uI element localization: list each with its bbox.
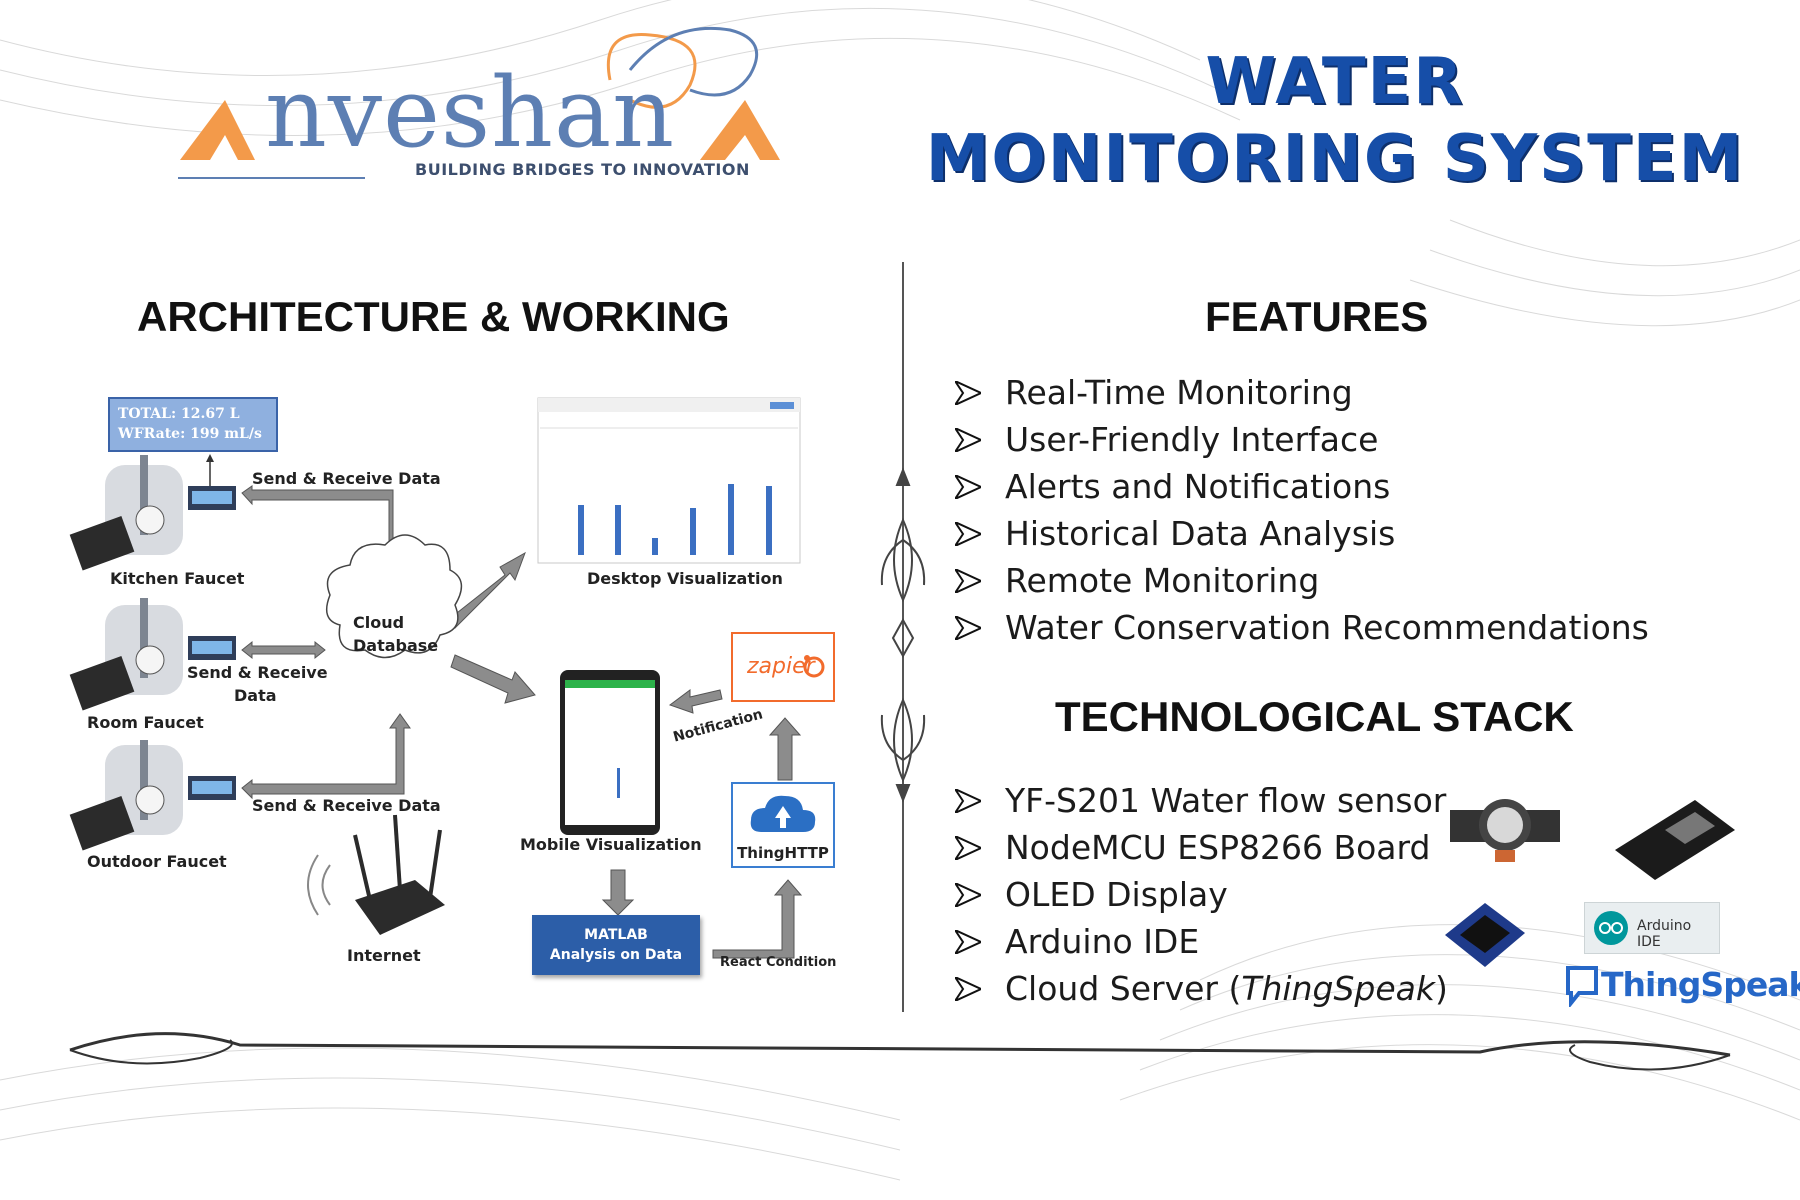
list-item: Cloud Server (ThingSpeak) [955, 965, 1448, 1012]
stack-list: YF-S201 Water flow sensor NodeMCU ESP826… [955, 777, 1448, 1012]
send-receive-top-label: Send & Receive Data [252, 469, 441, 488]
list-item: Water Conservation Recommendations [955, 604, 1649, 651]
outdoor-faucet-icon [69, 740, 183, 851]
arduino-ide-label: Arduino IDE [1637, 918, 1692, 950]
divider-ornament [880, 467, 926, 803]
thinghttp-label: ThingHTTP [737, 844, 829, 862]
list-item: Historical Data Analysis [955, 510, 1649, 557]
logo-graphic [178, 26, 780, 179]
arduino-icon [1594, 911, 1628, 945]
thinghttp-box: ThingHTTP [731, 782, 835, 868]
list-item: User-Friendly Interface [955, 416, 1649, 463]
room-faucet-icon [69, 598, 183, 711]
thingspeak-name: ThingSpeak [1241, 969, 1435, 1008]
lcd-total: TOTAL: 12.67 L [118, 406, 240, 422]
list-item: Alerts and Notifications [955, 463, 1649, 510]
thingspeak-icon [1565, 965, 1599, 1009]
features-list: Real-Time Monitoring User-Friendly Inter… [955, 369, 1649, 651]
desktop-visualization-label: Desktop Visualization [587, 569, 783, 588]
arrowhead-icon [955, 522, 981, 546]
send-receive-mid-label-1: Send & Receive [187, 663, 328, 682]
page-title-line1: WATER [1205, 45, 1465, 119]
logo-tagline: BUILDING BRIDGES TO INNOVATION [415, 160, 750, 179]
lcd-readout: TOTAL: 12.67 L WFRate: 199 mL/s [108, 397, 278, 452]
arrowhead-icon [955, 616, 981, 640]
router-icon [307, 814, 445, 935]
features-heading: FEATURES [1205, 293, 1429, 340]
mobile-visualization-label: Mobile Visualization [520, 835, 702, 854]
logo-brand: nveshan [265, 57, 676, 169]
arduino-ide-logo: Arduino IDE [1584, 902, 1720, 954]
arrowhead-icon [955, 381, 981, 405]
internet-label: Internet [347, 946, 421, 965]
zapier-text: zapier [747, 654, 815, 679]
kitchen-faucet-label: Kitchen Faucet [110, 569, 245, 588]
architecture-heading: ARCHITECTURE & WORKING [137, 293, 730, 340]
list-item: Real-Time Monitoring [955, 369, 1649, 416]
matlab-subtitle: Analysis on Data [549, 947, 683, 963]
stack-heading: TECHNOLOGICAL STACK [1055, 693, 1574, 740]
send-receive-mid-label-2: Data [234, 686, 277, 705]
desktop-dashboard-mock [537, 397, 801, 564]
zapier-icon [803, 655, 825, 678]
arrowhead-icon [955, 883, 981, 907]
arrowhead-icon [955, 977, 981, 1001]
arrowhead-icon [955, 569, 981, 593]
arrowhead-icon [955, 836, 981, 860]
zapier-logo: zapier [731, 632, 835, 702]
arrowhead-icon [955, 789, 981, 813]
cloud-label-1: Cloud [353, 613, 405, 632]
architecture-diagram [69, 397, 803, 959]
anveshana-logo: nveshan BUILDING BRIDGES TO INNOVATION [170, 10, 800, 190]
arrowhead-icon [955, 930, 981, 954]
arrowhead-icon [955, 475, 981, 499]
list-item: NodeMCU ESP8266 Board [955, 824, 1448, 871]
cloud-icon [325, 534, 463, 659]
arrowhead-icon [955, 428, 981, 452]
list-item: Remote Monitoring [955, 557, 1649, 604]
nodemcu-board-image [1615, 800, 1735, 880]
mobile-phone-mock [560, 670, 660, 835]
flow-sensor-image [1450, 799, 1560, 862]
matlab-box: MATLAB Analysis on Data [532, 915, 700, 975]
oled-display-image [1445, 903, 1525, 967]
cloud-label-2: Database [353, 636, 439, 655]
lcd-flowrate: WFRate: 199 mL/s [118, 426, 262, 442]
outdoor-faucet-label: Outdoor Faucet [87, 852, 227, 871]
list-item: YF-S201 Water flow sensor [955, 777, 1448, 824]
list-item: Arduino IDE [955, 918, 1448, 965]
list-item: OLED Display [955, 871, 1448, 918]
page-title-line2: MONITORING SYSTEM [925, 122, 1745, 196]
react-condition-label: React Condition [720, 955, 837, 970]
matlab-title: MATLAB [584, 927, 648, 943]
room-faucet-label: Room Faucet [87, 713, 204, 732]
kitchen-faucet-icon [69, 455, 183, 571]
send-receive-bottom-label: Send & Receive Data [252, 796, 441, 815]
ornament-line [69, 1032, 1731, 1057]
thingspeak-logo-text: ThingSpeak [1601, 965, 1800, 1004]
cloud-upload-icon [750, 795, 816, 832]
